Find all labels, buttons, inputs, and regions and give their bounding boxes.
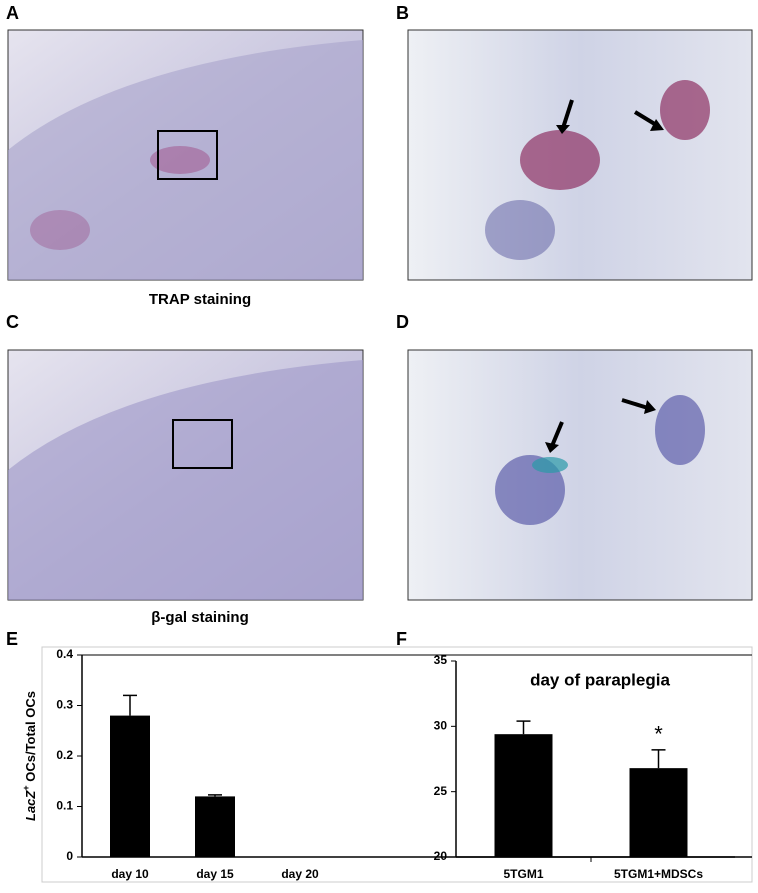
plot-frame	[41, 646, 753, 883]
panel-label: F	[396, 629, 407, 649]
caption: TRAP staining	[149, 291, 251, 308]
x-tick-label: 5TGM1	[503, 867, 543, 881]
y-tick-label: 0.3	[56, 698, 73, 712]
panel-label: B	[396, 3, 409, 23]
y-axis-label-part: LacZ	[23, 790, 38, 821]
micrograph-d	[407, 349, 753, 601]
panel-label: A	[6, 3, 19, 23]
y-tick-label: 20	[434, 849, 448, 863]
y-axis-label-part: +	[21, 785, 31, 790]
bar	[494, 734, 553, 857]
bar	[629, 768, 688, 857]
x-tick-label: day 15	[196, 867, 234, 881]
micrograph-b	[407, 29, 753, 281]
y-tick-label: 0.2	[56, 748, 73, 762]
x-tick-label: day 10	[111, 867, 149, 881]
panel-label: D	[396, 312, 409, 332]
annotation: *	[654, 722, 663, 747]
y-tick-label: 35	[434, 653, 448, 667]
micrograph-c	[7, 349, 364, 601]
x-tick-label: day 20	[281, 867, 319, 881]
caption: β-gal staining	[151, 609, 249, 626]
panel-label: C	[6, 312, 19, 332]
chart-title: day of paraplegia	[530, 670, 670, 689]
y-axis-label: LacZ+ OCs/Total OCs	[21, 691, 38, 821]
y-tick-label: 0.1	[56, 799, 73, 813]
y-tick-label: 25	[434, 784, 448, 798]
y-tick-label: 0.4	[56, 647, 73, 661]
panel-label: E	[6, 629, 18, 649]
y-axis-label-part: OCs/Total OCs	[23, 691, 38, 785]
bar	[110, 715, 150, 857]
y-tick-label: 0	[66, 849, 73, 863]
bar	[195, 796, 235, 857]
x-tick-label: 5TGM1+MDSCs	[614, 867, 703, 881]
y-tick-label: 30	[434, 719, 448, 733]
micrograph-a	[7, 29, 364, 281]
